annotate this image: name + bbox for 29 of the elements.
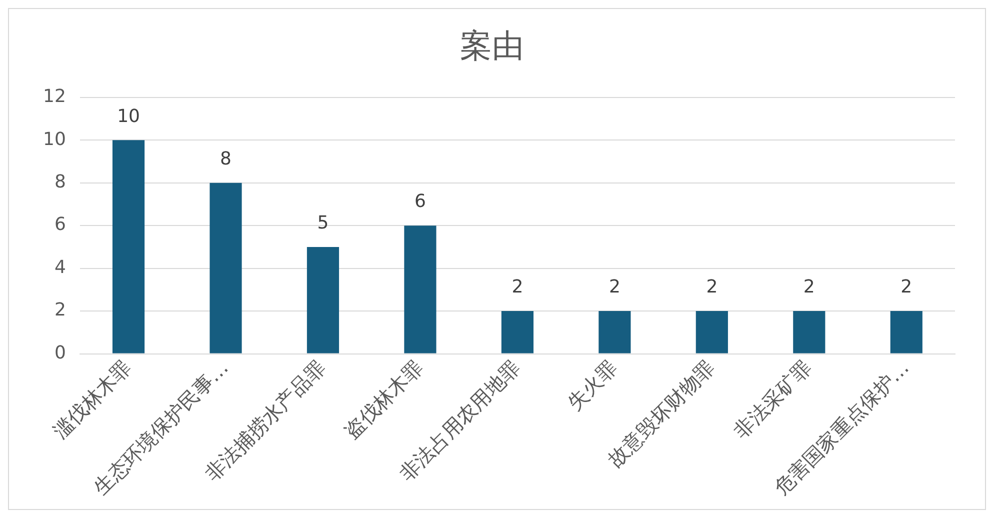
y-tick-label: 8 [54, 172, 66, 193]
data-label: 2 [608, 276, 620, 298]
bar [306, 246, 340, 354]
data-label: 8 [220, 148, 232, 170]
bar [598, 311, 631, 354]
y-tick-label: 0 [54, 342, 66, 364]
y-tick-label: 6 [54, 214, 66, 236]
bar [210, 182, 242, 354]
bar [793, 311, 826, 354]
y-tick-label: 2 [54, 300, 66, 321]
bar [890, 311, 922, 354]
y-tick-label: 10 [43, 128, 66, 150]
data-label: 6 [414, 191, 426, 212]
data-label: 2 [900, 276, 912, 298]
data-label: 2 [803, 276, 815, 298]
data-label: 2 [512, 276, 524, 298]
bar [112, 140, 145, 354]
y-tick-label: 12 [43, 86, 66, 108]
x-tick-label: 失火罪 [562, 355, 622, 415]
y-tick-label: 4 [54, 256, 66, 278]
bar [696, 311, 728, 354]
data-label: 10 [117, 106, 140, 127]
data-label: 2 [706, 276, 718, 298]
bar [501, 311, 534, 354]
chart-title: 案由 [460, 26, 524, 65]
x-tick-label: 非法采矿罪 [728, 355, 816, 444]
x-tick-label: 盗伐林木罪 [340, 355, 428, 444]
data-label: 5 [317, 212, 329, 234]
bar [404, 226, 436, 354]
